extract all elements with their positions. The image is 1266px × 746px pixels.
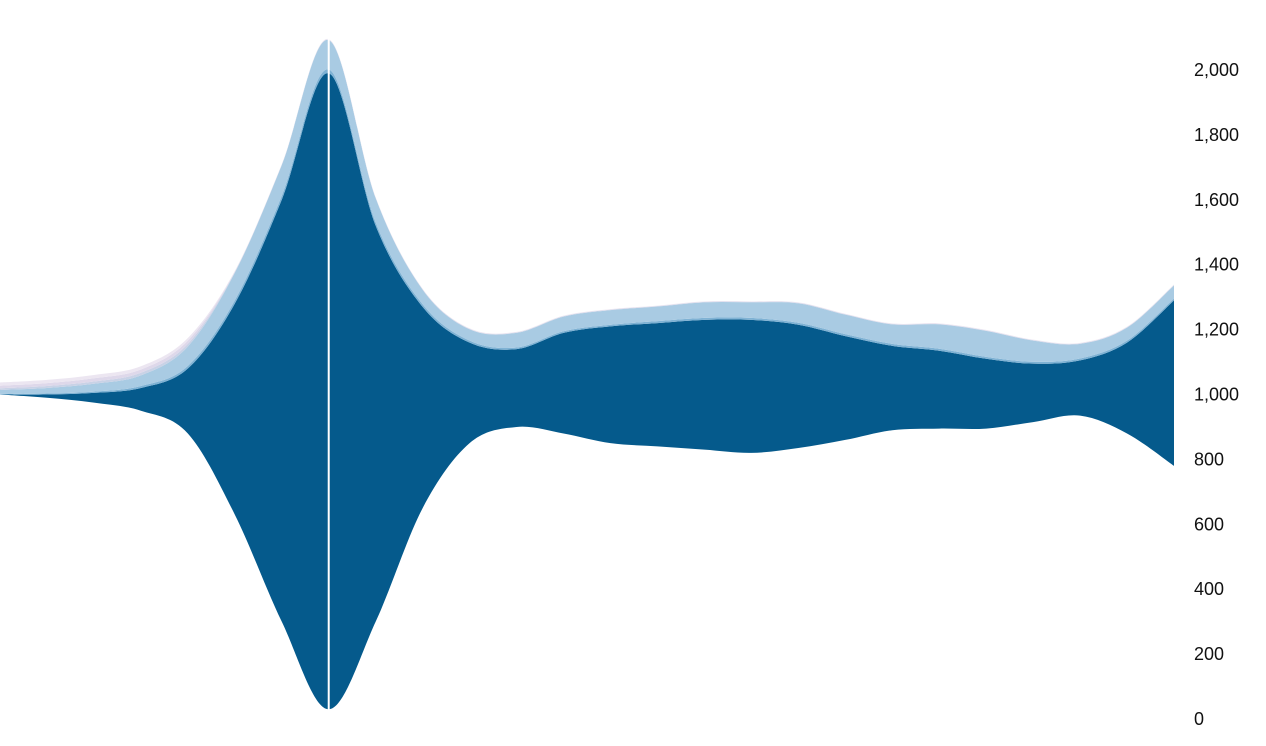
y-tick-label: 400 bbox=[1194, 579, 1224, 599]
y-tick-label: 1,800 bbox=[1194, 125, 1239, 145]
y-tick-label: 1,400 bbox=[1194, 255, 1239, 275]
y-tick-label: 800 bbox=[1194, 449, 1224, 469]
stream-layer-3[interactable] bbox=[0, 39, 1174, 394]
stream-layer-1[interactable] bbox=[0, 73, 1174, 710]
y-tick-label: 0 bbox=[1194, 709, 1204, 729]
y-tick-label: 1,600 bbox=[1194, 190, 1239, 210]
y-axis: 0 200 400 600 800 1,000 1,200 1,400 1,600 1,800 2,… bbox=[1194, 60, 1239, 729]
y-tick-label: 200 bbox=[1194, 644, 1224, 664]
y-tick-label: 600 bbox=[1194, 514, 1224, 534]
stream-layer-2[interactable] bbox=[0, 69, 1174, 395]
y-tick-label: 1,000 bbox=[1194, 385, 1239, 405]
y-tick-label: 2,000 bbox=[1194, 60, 1239, 80]
y-tick-label: 1,200 bbox=[1194, 320, 1239, 340]
stream-layers bbox=[0, 38, 1174, 710]
